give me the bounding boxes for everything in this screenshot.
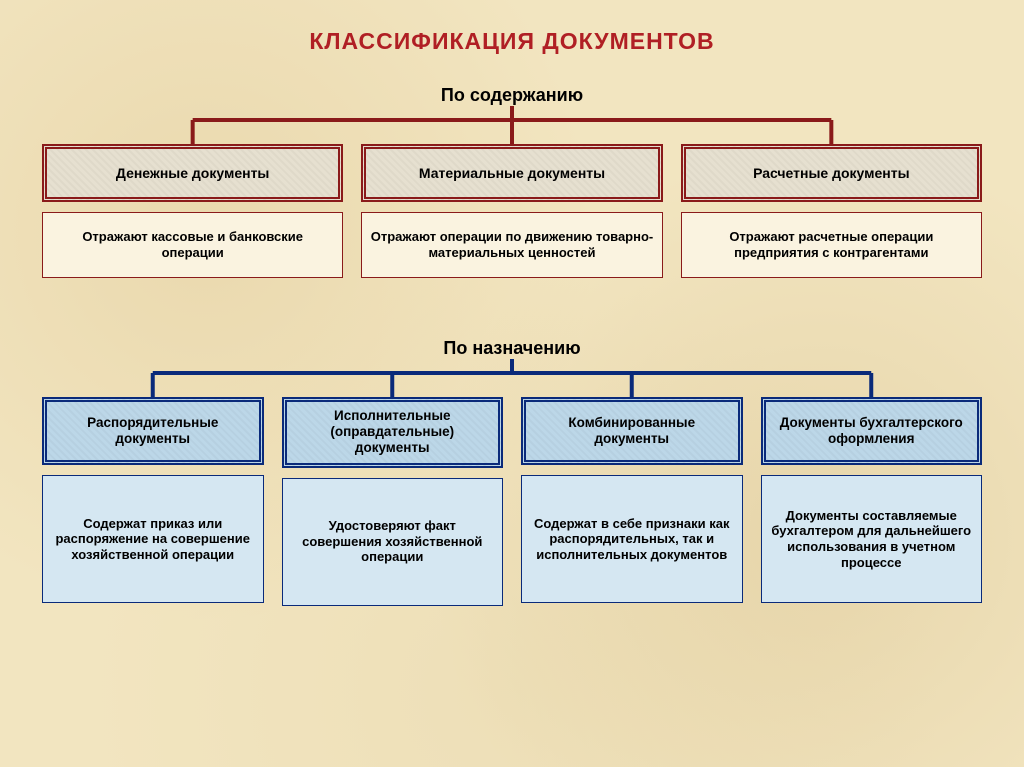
column: Расчетные документы Отражают расчетные оп…	[681, 144, 982, 278]
column: Распорядительные документы Содержат прика…	[42, 397, 264, 606]
category-box: Денежные документы	[42, 144, 343, 202]
description-box: Отражают кассовые и банковские операции	[42, 212, 343, 278]
category-box: Распорядительные документы	[42, 397, 264, 465]
section1-row: Денежные документы Отражают кассовые и ба…	[42, 144, 982, 278]
description-box: Удостоверяют факт совершения хозяйственн…	[282, 478, 504, 606]
section2-connector	[42, 359, 982, 397]
description-box: Содержат в себе признаки как распорядите…	[521, 475, 743, 603]
section1-header: По содержанию	[42, 85, 982, 106]
section-purpose: По назначению Распорядительные документы…	[42, 338, 982, 606]
description-box: Документы составляемые бухгалтером для д…	[761, 475, 983, 603]
description-box: Содержат приказ или распоряжение на сове…	[42, 475, 264, 603]
category-box: Документы бухгалтерского оформления	[761, 397, 983, 465]
section2-header: По назначению	[42, 338, 982, 359]
column: Материальные документы Отражают операции …	[361, 144, 662, 278]
section-content: По содержанию Денежные документы Отражают…	[42, 85, 982, 278]
category-box: Исполнительные (оправдательные) документ…	[282, 397, 504, 468]
section1-connector	[42, 106, 982, 144]
section2-row: Распорядительные документы Содержат прика…	[42, 397, 982, 606]
column: Исполнительные (оправдательные) документ…	[282, 397, 504, 606]
description-box: Отражают расчетные операции предприятия …	[681, 212, 982, 278]
category-box: Комбинированные документы	[521, 397, 743, 465]
page-title: КЛАССИФИКАЦИЯ ДОКУМЕНТОВ	[0, 0, 1024, 55]
column: Комбинированные документы Содержат в себе…	[521, 397, 743, 606]
column: Документы бухгалтерского оформления Докум…	[761, 397, 983, 606]
column: Денежные документы Отражают кассовые и ба…	[42, 144, 343, 278]
category-box: Расчетные документы	[681, 144, 982, 202]
category-box: Материальные документы	[361, 144, 662, 202]
description-box: Отражают операции по движению товарно-ма…	[361, 212, 662, 278]
